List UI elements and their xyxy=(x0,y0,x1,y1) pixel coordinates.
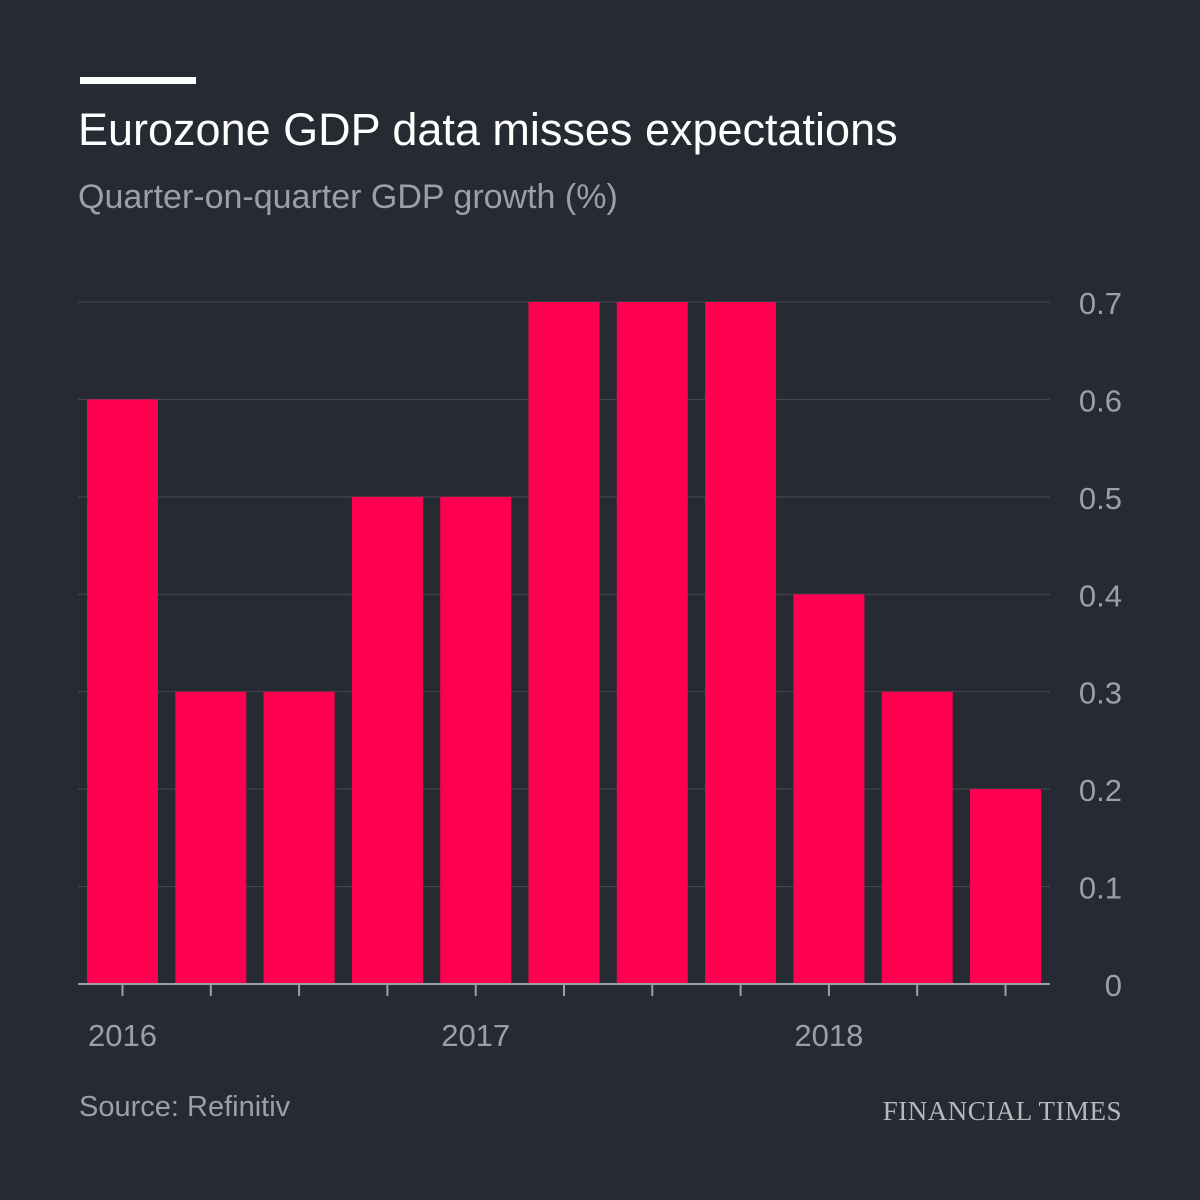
bar xyxy=(87,399,158,984)
x-tick-label: 2016 xyxy=(88,1018,157,1053)
bar xyxy=(705,302,777,984)
bar xyxy=(616,302,688,984)
bar xyxy=(175,691,247,984)
title-accent-bar xyxy=(80,77,196,84)
chart-title: Eurozone GDP data misses expectations xyxy=(78,104,898,155)
y-tick-label: 0.2 xyxy=(1079,773,1122,808)
y-tick-label: 0.1 xyxy=(1079,871,1122,906)
chart-subtitle: Quarter-on-quarter GDP growth (%) xyxy=(78,178,618,216)
bar xyxy=(440,496,512,984)
y-tick-label: 0.3 xyxy=(1079,676,1122,711)
bar xyxy=(970,789,1041,984)
x-tick-label: 2017 xyxy=(441,1018,510,1053)
y-tick-label: 0.7 xyxy=(1079,286,1122,321)
y-tick-label: 0.5 xyxy=(1079,481,1122,516)
bar xyxy=(793,594,865,984)
y-tick-label: 0 xyxy=(1105,968,1122,1003)
bar xyxy=(263,691,335,984)
y-tick-label: 0.4 xyxy=(1079,578,1122,613)
y-tick-label: 0.6 xyxy=(1079,383,1122,418)
bar xyxy=(881,691,953,984)
source-note: Source: Refinitiv xyxy=(79,1091,291,1123)
x-tick-label: 2018 xyxy=(794,1018,863,1053)
ft-logo: FINANCIAL TIMES xyxy=(882,1096,1122,1126)
bar xyxy=(528,302,600,984)
bar xyxy=(351,496,423,984)
